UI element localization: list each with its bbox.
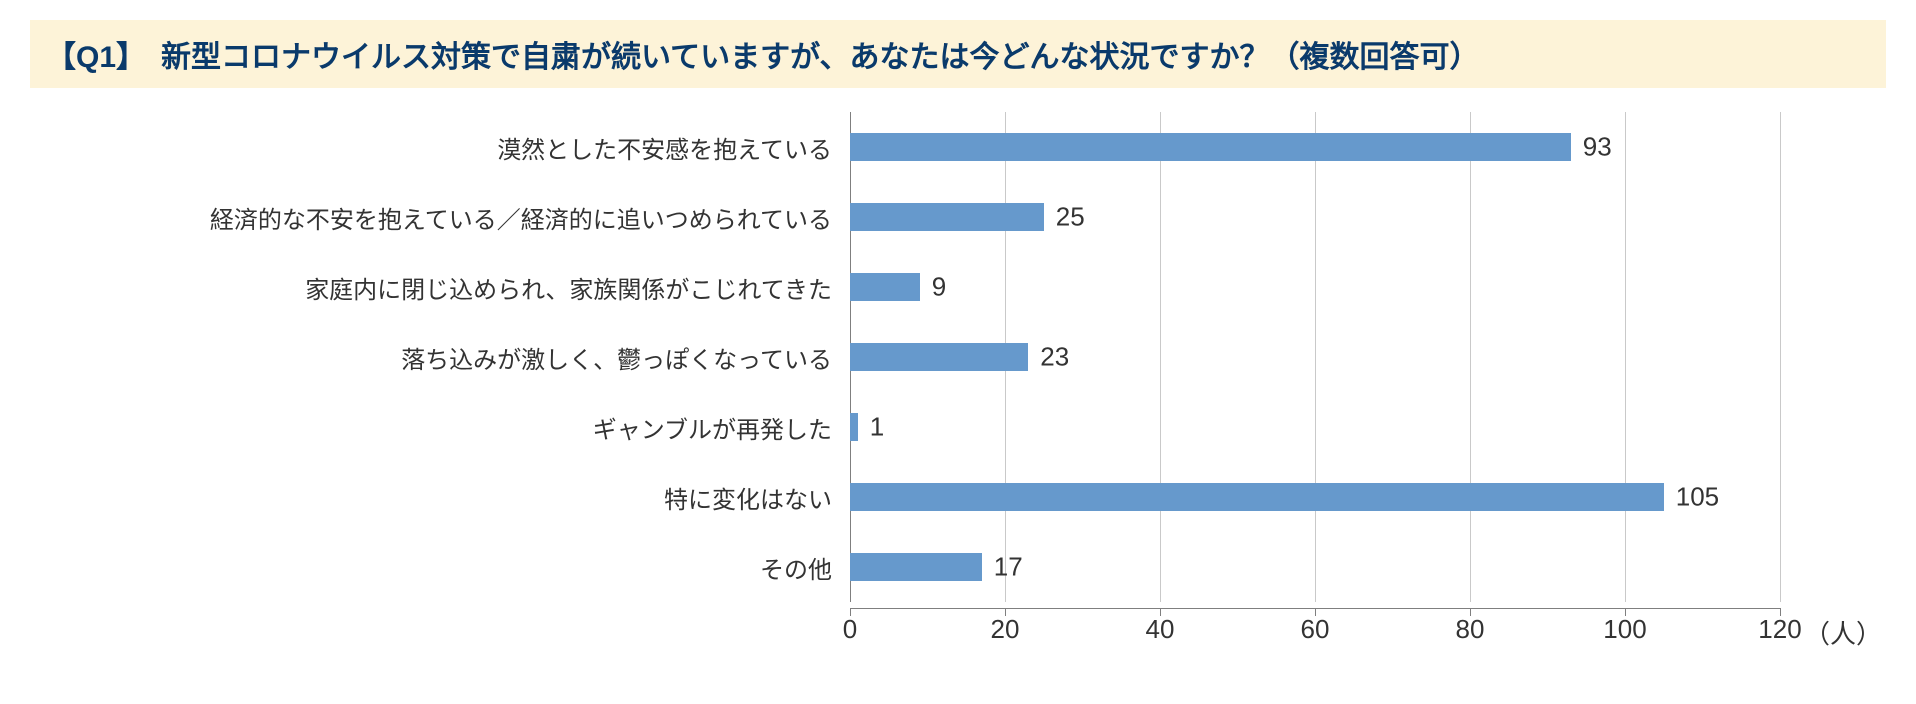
grid-line — [1780, 252, 1781, 322]
x-tick-label: 40 — [1146, 614, 1175, 645]
x-axis: 020406080100120（人） — [170, 608, 1806, 668]
category-label: その他 — [170, 550, 850, 585]
x-tick-label: 60 — [1301, 614, 1330, 645]
grid-line — [1625, 182, 1626, 252]
grid-line — [1005, 392, 1006, 462]
grid-line — [1470, 532, 1471, 602]
bar — [850, 273, 920, 301]
value-label: 25 — [1056, 202, 1085, 233]
x-tick-label: 80 — [1456, 614, 1485, 645]
plot-cell: 1 — [850, 392, 1780, 462]
grid-line — [1160, 252, 1161, 322]
grid-line — [1470, 182, 1471, 252]
grid-line — [1625, 392, 1626, 462]
x-tick-label: 20 — [991, 614, 1020, 645]
chart-row: ギャンブルが再発した 1 — [170, 392, 1806, 462]
category-label: 家庭内に閉じ込められ、家族関係がこじれてきた — [170, 270, 850, 305]
grid-line — [1625, 532, 1626, 602]
plot-cell: 25 — [850, 182, 1780, 252]
grid-line — [1315, 322, 1316, 392]
chart-row: 特に変化はない 105 — [170, 462, 1806, 532]
grid-line — [1625, 252, 1626, 322]
grid-line — [1780, 392, 1781, 462]
plot-cell: 17 — [850, 532, 1780, 602]
grid-line — [1315, 392, 1316, 462]
category-label: 漠然とした不安感を抱えている — [170, 130, 850, 165]
grid-line — [1780, 182, 1781, 252]
value-label: 93 — [1583, 132, 1612, 163]
value-label: 9 — [932, 272, 946, 303]
grid-line — [1625, 112, 1626, 182]
question-title: 【Q1】 新型コロナウイルス対策で自粛が続いていますが、あなたは今どんな状況です… — [30, 20, 1886, 88]
grid-line — [1315, 252, 1316, 322]
x-tick-label: 120 — [1758, 614, 1801, 645]
plot-cell: 23 — [850, 322, 1780, 392]
grid-line — [1470, 252, 1471, 322]
grid-line — [1780, 532, 1781, 602]
plot-cell: 9 — [850, 252, 1780, 322]
plot-cell: 105 — [850, 462, 1780, 532]
value-label: 105 — [1676, 482, 1719, 513]
grid-line — [1315, 182, 1316, 252]
bar — [850, 133, 1571, 161]
value-label: 23 — [1040, 342, 1069, 373]
bar — [850, 203, 1044, 231]
bar-chart: 漠然とした不安感を抱えている 93 経済的な不安を抱えている／経済的に追いつめられて… — [170, 112, 1806, 668]
category-label: 落ち込みが激しく、鬱っぽくなっている — [170, 340, 850, 375]
grid-line — [1470, 392, 1471, 462]
grid-line — [1780, 322, 1781, 392]
grid-line — [1315, 532, 1316, 602]
bar — [850, 413, 858, 441]
grid-line — [1005, 252, 1006, 322]
x-tick-label: 0 — [843, 614, 857, 645]
value-label: 1 — [870, 412, 884, 443]
grid-line — [1780, 112, 1781, 182]
chart-row: 経済的な不安を抱えている／経済的に追いつめられている 25 — [170, 182, 1806, 252]
bar — [850, 553, 982, 581]
x-tick-label: 100 — [1603, 614, 1646, 645]
bar — [850, 343, 1028, 371]
category-label: 特に変化はない — [170, 480, 850, 515]
plot-cell: 93 — [850, 112, 1780, 182]
chart-row: 漠然とした不安感を抱えている 93 — [170, 112, 1806, 182]
grid-line — [1160, 322, 1161, 392]
grid-line — [1160, 182, 1161, 252]
category-label: ギャンブルが再発した — [170, 410, 850, 445]
grid-line — [1625, 322, 1626, 392]
grid-line — [1160, 532, 1161, 602]
x-axis-unit-label: （人） — [1804, 614, 1882, 651]
category-label: 経済的な不安を抱えている／経済的に追いつめられている — [170, 200, 850, 235]
grid-line — [1160, 392, 1161, 462]
chart-row: 落ち込みが激しく、鬱っぽくなっている 23 — [170, 322, 1806, 392]
chart-row: その他 17 — [170, 532, 1806, 602]
value-label: 17 — [994, 552, 1023, 583]
grid-line — [1780, 462, 1781, 532]
chart-row: 家庭内に閉じ込められ、家族関係がこじれてきた 9 — [170, 252, 1806, 322]
bar — [850, 483, 1664, 511]
grid-line — [1470, 322, 1471, 392]
